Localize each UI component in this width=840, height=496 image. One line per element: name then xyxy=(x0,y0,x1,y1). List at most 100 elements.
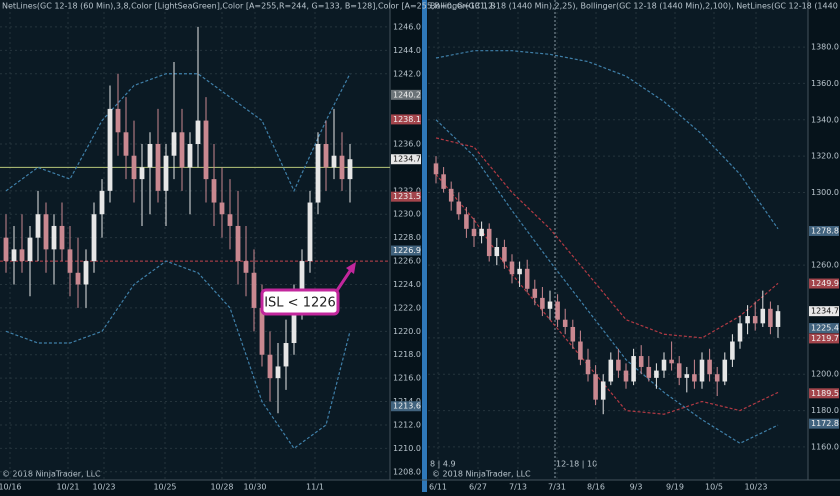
y-tick-label: 1230.0 xyxy=(393,210,421,219)
candle-body xyxy=(540,297,545,309)
band-line xyxy=(435,50,779,230)
candle-body xyxy=(11,249,17,262)
price-tag xyxy=(391,245,421,256)
y-tick-label: 1216.0 xyxy=(393,374,421,383)
candle-body xyxy=(638,356,644,367)
candle-body xyxy=(91,214,97,262)
price-tag-label: 1231.5 xyxy=(393,192,421,201)
price-tag-label: 1226.9 xyxy=(393,246,421,255)
candle-body xyxy=(745,316,750,324)
panel-divider xyxy=(422,0,427,492)
price-tag-label: 1213.6 xyxy=(393,402,421,411)
candle-body xyxy=(608,359,614,382)
candle-body xyxy=(707,359,712,375)
candle-body xyxy=(646,366,652,378)
candle-body xyxy=(593,374,598,400)
x-tick-label: 10/25 xyxy=(153,483,176,492)
candle-body xyxy=(251,272,257,308)
candle-body xyxy=(479,228,484,237)
candle-body xyxy=(323,144,329,168)
annotation-arrowhead xyxy=(346,262,356,274)
x-tick-label: 9/3 xyxy=(630,483,643,492)
price-tag xyxy=(391,154,421,165)
price-tag xyxy=(391,191,421,202)
candle-body xyxy=(299,261,305,308)
left-header: NetLines(GC 12-18 (60 Min),3,8,Color [Li… xyxy=(2,2,496,11)
candle-body xyxy=(123,132,129,156)
price-tag-label: 1249.9 xyxy=(811,279,839,288)
x-tick-label: 6/11 xyxy=(429,483,447,492)
candle-body xyxy=(179,132,185,168)
price-tag xyxy=(809,333,839,344)
price-tag xyxy=(809,323,839,334)
candle-body xyxy=(623,370,629,382)
candle-body xyxy=(235,225,241,262)
candle-body xyxy=(502,246,507,262)
x-tick-label: 10/23 xyxy=(92,483,115,492)
crosshair-label: 12-18 | 10 xyxy=(556,460,597,469)
candle-body xyxy=(730,341,735,360)
candle-body xyxy=(532,288,538,298)
candle-body xyxy=(676,363,682,378)
y-tick-label: 1212.0 xyxy=(393,420,421,429)
candle-body xyxy=(107,108,113,191)
annotation-box xyxy=(260,288,340,316)
candle-body xyxy=(227,214,233,226)
candle-body xyxy=(331,155,337,168)
candle-body xyxy=(752,316,758,324)
x-tick-label: 10/30 xyxy=(243,483,266,492)
price-tag xyxy=(391,89,421,100)
left-footer: © 2018 NinjaTrader, LLC xyxy=(2,470,101,479)
y-tick-label: 1232.0 xyxy=(393,186,421,195)
candle-body xyxy=(699,359,705,382)
x-tick-label: 10/23 xyxy=(744,483,767,492)
candle-body xyxy=(760,308,766,324)
candle-body xyxy=(131,155,137,180)
candle-body xyxy=(339,155,345,180)
candle-body xyxy=(722,359,728,382)
candle-body xyxy=(555,301,560,320)
candle-body xyxy=(59,225,65,250)
y-tick-label: 1320.0 xyxy=(811,152,839,161)
right-plot xyxy=(428,0,808,480)
y-tick-label: 1222.0 xyxy=(393,303,421,312)
price-tag xyxy=(809,388,839,399)
left-plot xyxy=(0,0,390,480)
y-tick-label: 1340.0 xyxy=(811,115,839,124)
y-tick-label: 1200.0 xyxy=(811,370,839,379)
candle-body xyxy=(456,201,462,215)
candle-body xyxy=(267,354,273,379)
candle-body xyxy=(275,366,281,379)
candle-body xyxy=(163,155,169,191)
candle-body xyxy=(486,228,492,257)
candle-body xyxy=(139,167,145,180)
candle-body xyxy=(115,108,121,133)
candle-body xyxy=(51,225,57,250)
x-tick-label: 8/16 xyxy=(587,483,605,492)
candle-body xyxy=(187,144,193,168)
y-tick-label: 1260.0 xyxy=(811,261,839,270)
candle-body xyxy=(67,249,73,273)
price-tag xyxy=(809,226,839,237)
candle-body xyxy=(147,144,153,168)
candle-body xyxy=(464,214,469,229)
band-line xyxy=(435,137,779,339)
candle-body xyxy=(283,343,289,367)
candle-body xyxy=(211,179,217,203)
candle-body xyxy=(219,202,225,215)
annotation: ISL < 1226 xyxy=(260,262,356,316)
y-tick-label: 1224.0 xyxy=(393,280,421,289)
x-tick-label: 10/28 xyxy=(210,483,233,492)
candle-body xyxy=(714,374,720,382)
y-tick-label: 1160.0 xyxy=(811,442,839,451)
y-tick-label: 1242.0 xyxy=(393,69,421,78)
candle-body xyxy=(307,202,313,262)
y-tick-label: 1380.0 xyxy=(811,43,839,52)
price-tag-label: 1240.2 xyxy=(393,90,421,99)
price-tag xyxy=(809,278,839,289)
candle-body xyxy=(448,188,454,202)
candle-body xyxy=(600,381,606,400)
price-tag-label: 1234.7 xyxy=(393,155,421,164)
candle-body xyxy=(75,272,81,285)
x-tick-label: 7/31 xyxy=(548,483,566,492)
